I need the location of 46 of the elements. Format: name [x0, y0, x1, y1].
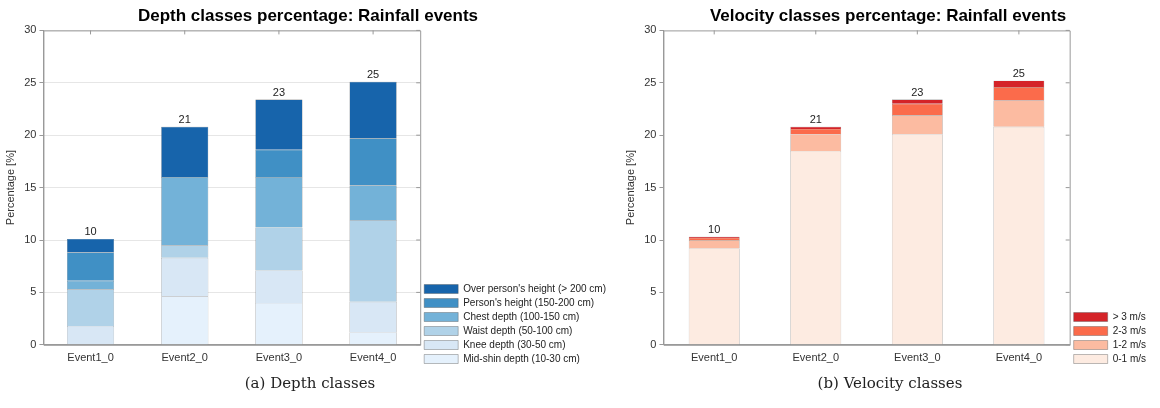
y-tick-label: 15	[644, 180, 657, 193]
y-axis-title: Percentage [%]	[3, 149, 16, 226]
legend-label: 2-3 m/s	[1112, 324, 1146, 336]
x-tick-label: Event3_0	[894, 351, 941, 364]
y-tick-label: 20	[24, 128, 37, 141]
y-tick-label: 0	[30, 337, 37, 350]
x-tick-label: Event3_0	[255, 351, 303, 364]
total-label: 23	[272, 86, 286, 99]
x-tick-label: Event4_0	[349, 351, 397, 364]
y-tick-label: 30	[24, 23, 37, 36]
legend-label: 0-1 m/s	[1112, 352, 1146, 364]
y-tick-label: 10	[644, 233, 657, 246]
y-tick-label: 25	[24, 75, 37, 88]
legend-label: Waist depth (50-100 cm)	[463, 324, 573, 336]
total-label: 23	[911, 86, 924, 99]
y-tick-label: 25	[644, 75, 657, 88]
legend-label: Person's height (150-200 cm)	[463, 296, 595, 308]
x-tick-label: Event2_0	[161, 351, 208, 364]
x-tick-label: Event1_0	[67, 351, 114, 364]
y-tick-label: 10	[24, 233, 37, 246]
y-tick-label: 5	[30, 285, 37, 298]
x-tick-label: Event2_0	[792, 351, 840, 364]
y-tick-label: 20	[644, 128, 657, 141]
y-tick-label: 15	[24, 180, 37, 193]
legend-label: 1-2 m/s	[1112, 338, 1146, 350]
y-tick-label: 0	[650, 337, 657, 350]
text: (b) Velocity classes	[817, 374, 963, 392]
y-axis-title: Percentage [%]	[623, 149, 636, 226]
legend-label: Chest depth (100-150 cm)	[463, 310, 580, 322]
legend-label: Over person's height (> 200 cm)	[463, 282, 606, 294]
x-tick-label: Event1_0	[690, 351, 738, 364]
total-label: 25	[1012, 67, 1026, 80]
legend-label: Mid-shin depth (10-30 cm)	[463, 352, 580, 364]
y-tick-label: 30	[644, 23, 657, 36]
text: (a) Depth classes	[244, 374, 376, 392]
total-label: 21	[178, 113, 191, 126]
total-label: 10	[708, 223, 721, 236]
total-label: 21	[809, 113, 822, 126]
legend-label: Knee depth (30-50 cm)	[463, 338, 566, 350]
chart-title: Velocity classes percentage: Rainfall events	[709, 5, 1067, 25]
legend-label: > 3 m/s	[1112, 310, 1146, 322]
chart-title: Depth classes percentage: Rainfall events	[137, 5, 479, 25]
x-tick-label: Event4_0	[995, 351, 1043, 364]
total-label: 25	[366, 68, 380, 81]
y-tick-label: 5	[650, 285, 657, 298]
total-label: 10	[84, 225, 97, 238]
